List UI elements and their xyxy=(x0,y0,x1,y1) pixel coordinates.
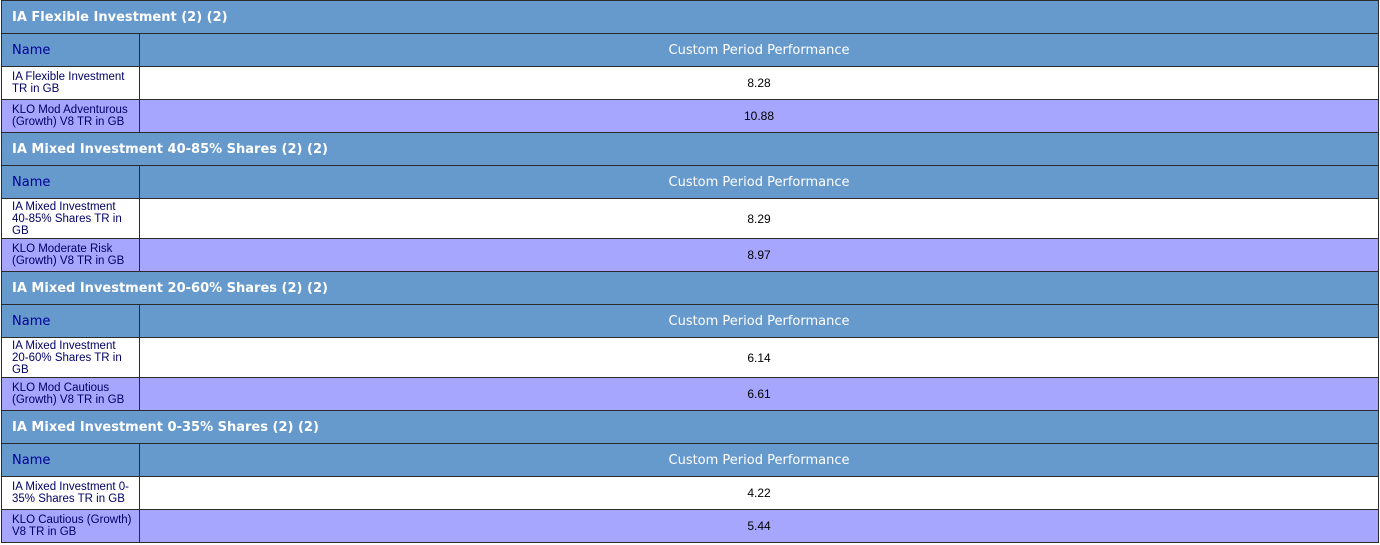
table-row: KLO Mod Cautious (Growth) V8 TR in GB 6.… xyxy=(1,377,1379,411)
performance-value: 8.28 xyxy=(139,66,1379,100)
table-row: KLO Cautious (Growth) V8 TR in GB 5.44 xyxy=(1,509,1379,543)
performance-column-header: Custom Period Performance xyxy=(139,304,1379,338)
name-column-header: Name xyxy=(1,165,140,199)
column-header-row: Name Custom Period Performance xyxy=(1,443,1379,477)
performance-column-header: Custom Period Performance xyxy=(139,33,1379,67)
group-title: IA Mixed Investment 0-35% Shares (2) (2) xyxy=(1,410,1379,444)
group-title-row: IA Mixed Investment 40-85% Shares (2) (2… xyxy=(1,132,1379,166)
fund-name: IA Mixed Investment 0-35% Shares TR in G… xyxy=(1,476,140,510)
performance-value: 4.22 xyxy=(139,476,1379,510)
group-title: IA Mixed Investment 40-85% Shares (2) (2… xyxy=(1,132,1379,166)
performance-value: 5.44 xyxy=(139,509,1379,543)
performance-value: 8.29 xyxy=(139,198,1379,239)
table-row: IA Mixed Investment 0-35% Shares TR in G… xyxy=(1,476,1379,510)
performance-value: 6.14 xyxy=(139,337,1379,378)
group-title: IA Mixed Investment 20-60% Shares (2) (2… xyxy=(1,271,1379,305)
performance-value: 6.61 xyxy=(139,377,1379,411)
group-title-row: IA Flexible Investment (2) (2) xyxy=(1,0,1379,34)
performance-column-header: Custom Period Performance xyxy=(139,443,1379,477)
table-row: KLO Moderate Risk (Growth) V8 TR in GB 8… xyxy=(1,238,1379,272)
table-row: KLO Mod Adventurous (Growth) V8 TR in GB… xyxy=(1,99,1379,133)
performance-value: 8.97 xyxy=(139,238,1379,272)
fund-name: IA Flexible Investment TR in GB xyxy=(1,66,140,100)
table-row: IA Mixed Investment 20-60% Shares TR in … xyxy=(1,337,1379,378)
column-header-row: Name Custom Period Performance xyxy=(1,304,1379,338)
fund-name: KLO Mod Adventurous (Growth) V8 TR in GB xyxy=(1,99,140,133)
table-row: IA Mixed Investment 40-85% Shares TR in … xyxy=(1,198,1379,239)
performance-column-header: Custom Period Performance xyxy=(139,165,1379,199)
fund-name: KLO Moderate Risk (Growth) V8 TR in GB xyxy=(1,238,140,272)
table-row: IA Flexible Investment TR in GB 8.28 xyxy=(1,66,1379,100)
name-column-header: Name xyxy=(1,443,140,477)
fund-name: IA Mixed Investment 40-85% Shares TR in … xyxy=(1,198,140,239)
column-header-row: Name Custom Period Performance xyxy=(1,33,1379,67)
column-header-row: Name Custom Period Performance xyxy=(1,165,1379,199)
group-title-row: IA Mixed Investment 20-60% Shares (2) (2… xyxy=(1,271,1379,305)
name-column-header: Name xyxy=(1,33,140,67)
fund-name: KLO Cautious (Growth) V8 TR in GB xyxy=(1,509,140,543)
group-title: IA Flexible Investment (2) (2) xyxy=(1,0,1379,34)
fund-name: KLO Mod Cautious (Growth) V8 TR in GB xyxy=(1,377,140,411)
performance-value: 10.88 xyxy=(139,99,1379,133)
name-column-header: Name xyxy=(1,304,140,338)
fund-name: IA Mixed Investment 20-60% Shares TR in … xyxy=(1,337,140,378)
group-title-row: IA Mixed Investment 0-35% Shares (2) (2) xyxy=(1,410,1379,444)
